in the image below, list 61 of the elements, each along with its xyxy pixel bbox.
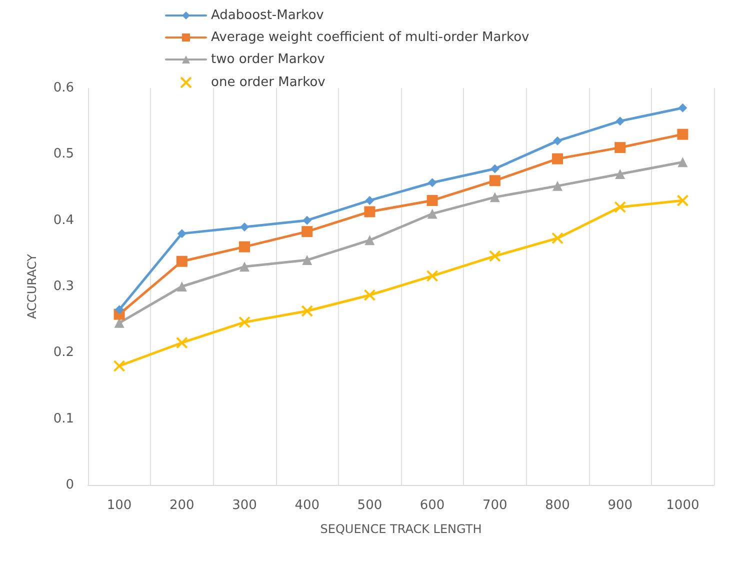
x-tick-label: 1000 [666, 498, 700, 513]
point [302, 216, 312, 225]
x-tick-label: 100 [106, 498, 132, 513]
point [427, 208, 438, 219]
y-tick-label: 0.3 [53, 279, 74, 294]
point [240, 222, 249, 232]
y-tick-label: 0.4 [53, 212, 74, 228]
x-axis-title: SEQUENCE TRACK LENGTH [320, 522, 482, 536]
point [426, 270, 438, 282]
point [552, 180, 562, 191]
point [426, 194, 438, 206]
point [240, 262, 250, 272]
point [302, 226, 313, 238]
y-tick-label: 0.1 [53, 411, 74, 426]
y-axis-title: ACCURACY [25, 253, 39, 319]
point [176, 256, 188, 267]
point [552, 153, 563, 164]
x-tick-label: 900 [608, 498, 633, 513]
point [239, 241, 250, 252]
y-tick-label: 0.6 [53, 80, 74, 96]
point [488, 250, 501, 262]
point [176, 282, 187, 292]
x-tick-label: 400 [294, 498, 320, 513]
legend-label: Average weight coefficient of multi-order Markov [211, 30, 530, 45]
point [676, 194, 689, 206]
point [113, 360, 126, 372]
point [552, 232, 564, 244]
x-tick-label: 200 [169, 498, 194, 513]
point [176, 336, 188, 349]
point [365, 196, 374, 205]
point [302, 255, 312, 266]
point [489, 175, 500, 186]
point [678, 103, 688, 112]
point [428, 178, 437, 188]
x-tick-label: 800 [545, 498, 570, 513]
point [615, 169, 626, 180]
point [490, 192, 500, 202]
legend-label: one order Markov [211, 75, 326, 90]
legend-label: Adaboost-Markov [211, 8, 324, 23]
point [177, 229, 186, 238]
point [614, 201, 626, 214]
y-tick-label: 0.5 [53, 146, 74, 162]
x-tick-label: 600 [420, 498, 445, 513]
point [490, 164, 500, 174]
point [616, 116, 625, 126]
point [364, 289, 376, 302]
point [614, 142, 626, 154]
x-tick-label: 700 [482, 498, 508, 513]
point [301, 304, 314, 317]
point [364, 206, 376, 218]
point [114, 305, 124, 314]
point [677, 128, 688, 140]
x-tick-label: 300 [232, 498, 257, 513]
point [678, 157, 688, 168]
x-tick-label: 500 [357, 498, 382, 513]
y-tick-label: 0 [66, 478, 74, 492]
y-tick-label: 0.2 [53, 345, 74, 360]
legend-label: two order Markov [211, 52, 326, 67]
point [238, 316, 250, 328]
point [553, 136, 562, 146]
point [364, 235, 375, 246]
